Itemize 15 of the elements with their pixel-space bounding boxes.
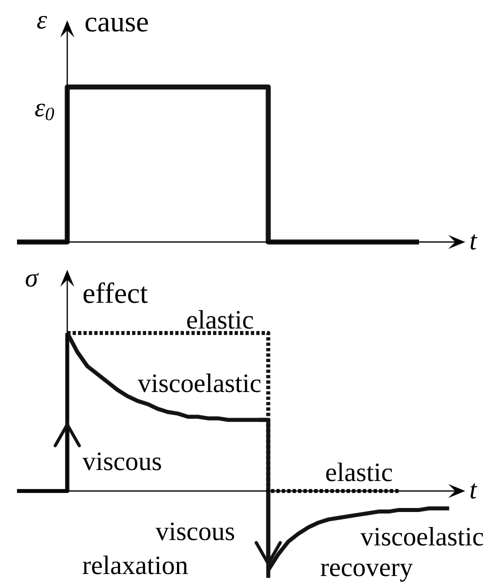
series-label: viscoelastic (138, 374, 261, 392)
annotation: ε$_{0}$ (35, 104, 54, 120)
annotation: recovery (320, 564, 413, 582)
x-axis-title: t (470, 483, 478, 499)
y-axis-title: σ (26, 272, 39, 287)
annotation: elastic (326, 462, 392, 482)
legend-label: viscous (82, 452, 161, 470)
chart-title: cause (86, 18, 148, 32)
series-label: viscoelastic (360, 526, 484, 546)
x-axis-title: t (470, 234, 478, 250)
annotation: relaxation (82, 556, 188, 574)
y-axis-title: ε (37, 16, 48, 29)
chart-title: effect (84, 282, 148, 304)
series-label: viscous (156, 522, 234, 540)
series-label: elastic (187, 310, 254, 329)
